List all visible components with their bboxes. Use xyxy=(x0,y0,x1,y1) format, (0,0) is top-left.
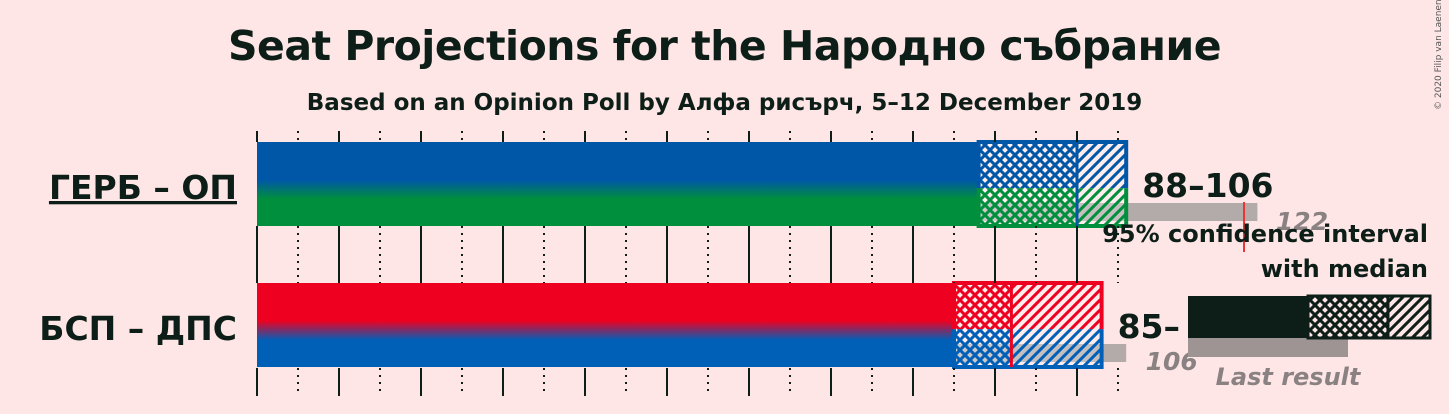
chart-title: Seat Projections for the Народно събрани… xyxy=(227,22,1222,70)
ci-upper-half-lower xyxy=(1011,329,1102,367)
legend-diag-swatch xyxy=(1386,294,1432,340)
ci-range-label: 85– xyxy=(1118,307,1180,346)
party-label: ГЕРБ – ОП xyxy=(49,168,237,207)
legend-cross-swatch xyxy=(1306,294,1390,340)
ci-outline-bottom xyxy=(952,329,1104,369)
party-label: БСП – ДПС xyxy=(39,309,237,348)
legend-last-result-text: Last result xyxy=(1216,363,1362,391)
ci-outline-top xyxy=(976,140,1129,189)
ci-lower-half-lower xyxy=(978,188,1077,226)
legend-solid-swatch xyxy=(1188,296,1308,338)
legend: 95% confidence interval with median Last r… xyxy=(1102,220,1432,391)
ci-range-label: 88–106 xyxy=(1142,166,1273,205)
projection-bar xyxy=(257,142,979,226)
ci-lower-half-upper xyxy=(978,142,1077,189)
ci-lower-half-upper xyxy=(954,283,1012,330)
ci-lower-half-lower xyxy=(954,329,1012,367)
projection-bar xyxy=(257,283,954,367)
ci-upper-half-upper xyxy=(1077,142,1127,189)
ci-outline-top xyxy=(952,281,1104,330)
chart-subtitle: Based on an Opinion Poll by Алфа рисърч,… xyxy=(306,90,1143,116)
legend-ci-text-line1: 95% confidence interval xyxy=(1102,220,1428,248)
last-result-label: 122 xyxy=(1276,207,1328,236)
ci-upper-half-upper xyxy=(1011,283,1102,330)
ci-outline-bottom xyxy=(976,188,1129,228)
legend-last-result-swatch xyxy=(1188,337,1348,357)
ci-upper-half-lower xyxy=(1077,188,1127,226)
legend-ci-text-line2: with median xyxy=(1261,255,1428,283)
